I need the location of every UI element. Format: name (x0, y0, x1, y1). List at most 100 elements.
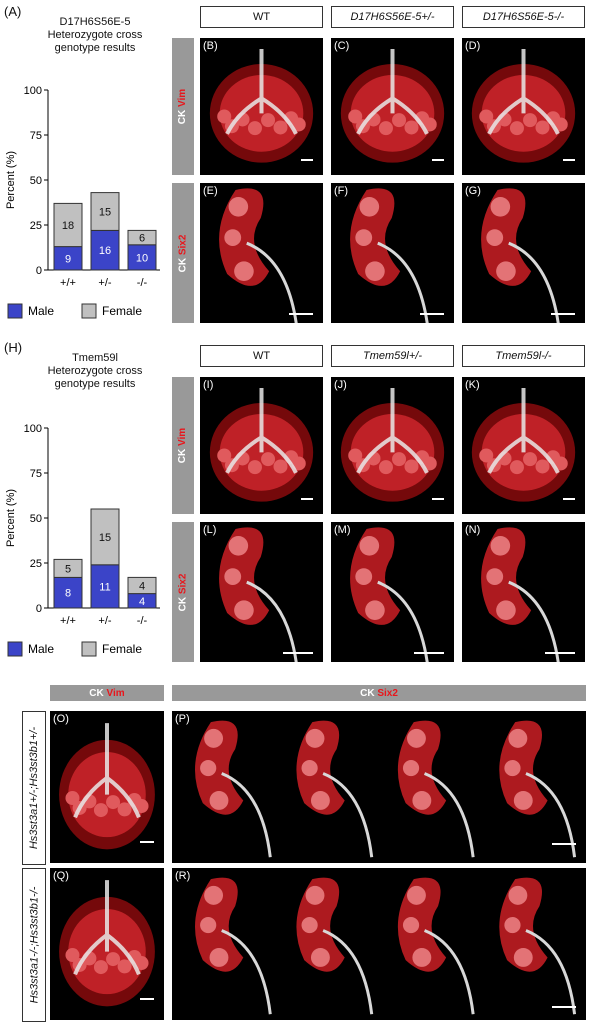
cap-mesenchyme (365, 600, 385, 620)
ureter (246, 580, 298, 662)
stain-label-ck-vim-1: CK Vim (172, 38, 194, 175)
stain-label-ck-six2-1: CK Six2 (172, 183, 194, 323)
ureter (377, 580, 429, 662)
bar-female (90, 508, 120, 566)
image-panel-e: (E) (200, 183, 323, 323)
y-axis-label: Percent (%) (5, 489, 17, 547)
ureter (322, 772, 374, 858)
ureteric-tree (225, 48, 298, 135)
cap-mesenchyme (209, 948, 229, 967)
cap-mesenchyme (365, 261, 385, 281)
image-panel-f: (F) (331, 183, 454, 323)
cap-mesenchyme (224, 229, 242, 246)
x-tick-label: -/- (137, 277, 148, 289)
kidney-lobe (106, 795, 121, 810)
header-wt-2: WT (200, 345, 323, 367)
cap-mesenchyme (234, 261, 254, 281)
cap-mesenchyme (504, 759, 521, 777)
micrograph (481, 527, 560, 662)
ureteric-tree (487, 48, 560, 135)
kidney-lobe (535, 120, 550, 135)
cap-mesenchyme (513, 791, 533, 810)
cap-mesenchyme (204, 885, 224, 905)
kidney-lobe (261, 113, 276, 128)
legend-female-label: Female (102, 642, 142, 656)
stain-label-ck-six2-2: CK Six2 (172, 522, 194, 662)
kidney-lobe (479, 448, 494, 463)
image-panel-k: (K) (462, 377, 585, 514)
legend-male-label: Male (28, 304, 54, 318)
kidney-lobe (134, 799, 149, 814)
kidney-lobe (553, 456, 568, 471)
cap-mesenchyme (301, 759, 318, 777)
y-tick-label: 50 (30, 175, 42, 187)
ureter (423, 929, 475, 1015)
cap-mesenchyme (402, 759, 420, 777)
kidney-lobe (291, 456, 306, 471)
kidney-lobe (348, 109, 363, 124)
bar-female (127, 576, 157, 595)
image-panel-c: (C) (331, 38, 454, 175)
kidney-lobe (392, 452, 407, 467)
kidney-lobe (535, 459, 550, 474)
kidney-lobe (422, 456, 437, 471)
header-d17-het: D17H6S56E-5+/- (331, 6, 454, 28)
x-tick-label: +/- (98, 615, 111, 627)
kidney-lobe (509, 460, 524, 475)
ureter (508, 241, 560, 323)
cap-mesenchyme (496, 261, 516, 281)
bar-data-label: 9 (65, 253, 71, 265)
ureter (525, 929, 577, 1015)
cap-mesenchyme (305, 885, 325, 905)
y-tick-label: 100 (24, 85, 42, 97)
image-panel-b: (B) (200, 38, 323, 175)
bar-data-label: 5 (65, 563, 71, 575)
ureter (221, 929, 272, 1015)
micrograph (340, 387, 445, 502)
image-panel-m: (M) (331, 522, 454, 662)
legend-female-swatch (81, 641, 97, 657)
image-panel-n: (N) (462, 522, 585, 662)
kidney-lobe (273, 459, 288, 474)
genotype-label-het: Hs3st3a1+/-;Hs3st3b1+/- (22, 711, 46, 865)
cap-mesenchyme (504, 916, 521, 934)
kidney-lobe (93, 803, 108, 818)
y-tick-label: 0 (36, 265, 42, 277)
cap-mesenchyme (486, 568, 504, 585)
micrograph (350, 527, 429, 662)
kidney-lobe (217, 448, 232, 463)
kidney-lobe (217, 109, 232, 124)
ureter (423, 772, 475, 858)
micrograph (209, 48, 314, 163)
bar-data-label: 16 (99, 245, 111, 257)
micrograph (219, 188, 298, 323)
chart-a: 0 25 50 75 100 Percent (%) 9 18 +/+ 16 15 +/- 10 6 -/-… (0, 80, 170, 330)
micrograph (471, 48, 576, 163)
micrograph (194, 877, 577, 1015)
cap-mesenchyme (406, 885, 426, 905)
ureteric-tree (73, 723, 141, 819)
kidney-lobe (93, 960, 108, 975)
kidney-lobe (65, 948, 80, 963)
legend-female-label: Female (102, 304, 142, 318)
stain-header-ck-vim-3: CK Vim (50, 685, 164, 701)
y-tick-label: 25 (30, 558, 42, 570)
cap-mesenchyme (359, 197, 380, 217)
legend-female-swatch (81, 303, 97, 319)
y-tick-label: 50 (30, 513, 42, 525)
y-tick-label: 75 (30, 468, 42, 480)
header-d17-ko: D17H6S56E-5-/- (462, 6, 585, 28)
cap-mesenchyme (228, 197, 249, 217)
micrograph (481, 188, 560, 323)
micrograph (350, 188, 429, 323)
cap-mesenchyme (490, 536, 511, 556)
y-axis-label: Percent (%) (5, 151, 17, 209)
kidney-lobe (117, 802, 132, 817)
legend-male-swatch (7, 641, 23, 657)
kidney-lobe (509, 121, 524, 136)
kidney-lobe (404, 459, 419, 474)
micrograph (340, 48, 445, 163)
kidney-lobe (65, 791, 80, 806)
ureteric-tree (225, 387, 298, 474)
kidney-lobe (134, 956, 149, 971)
